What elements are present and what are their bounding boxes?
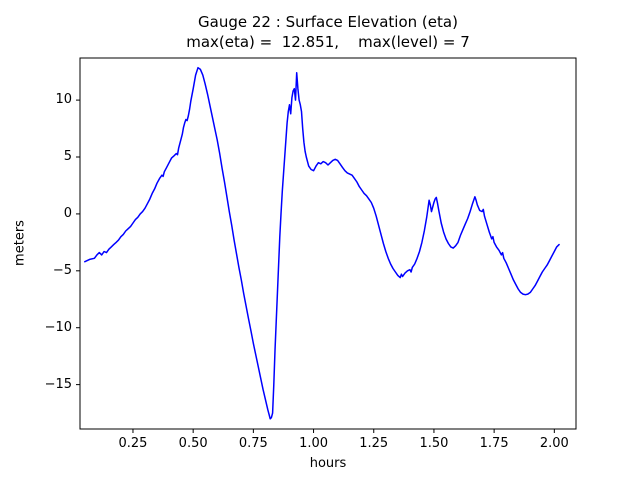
x-axis-label: hours — [309, 456, 347, 471]
x-tick-label: 0.50 — [178, 436, 208, 451]
y-tick-label: 10 — [55, 92, 72, 108]
eta-line — [84, 66, 560, 420]
x-tick-label: 0.25 — [118, 436, 148, 451]
x-tick-label: 1.25 — [359, 436, 389, 451]
chart-subtitle: max(eta) = 12.851, max(level) = 7 — [186, 33, 470, 51]
x-tick-label: 1.75 — [479, 436, 509, 451]
x-tick-label: 1.00 — [299, 436, 329, 451]
y-tick-label: −10 — [44, 319, 72, 335]
x-tick-label: 0.75 — [238, 436, 268, 451]
y-tick-label: −15 — [44, 376, 72, 392]
y-tick-label: −5 — [52, 262, 72, 278]
y-tick-label: 0 — [63, 205, 72, 221]
axes-spine — [79, 57, 577, 430]
chart-title: Gauge 22 : Surface Elevation (eta) — [198, 13, 458, 31]
x-tick-label: 2.00 — [539, 436, 569, 451]
x-tick-label: 1.50 — [419, 436, 449, 451]
y-tick-label: 5 — [63, 149, 72, 164]
